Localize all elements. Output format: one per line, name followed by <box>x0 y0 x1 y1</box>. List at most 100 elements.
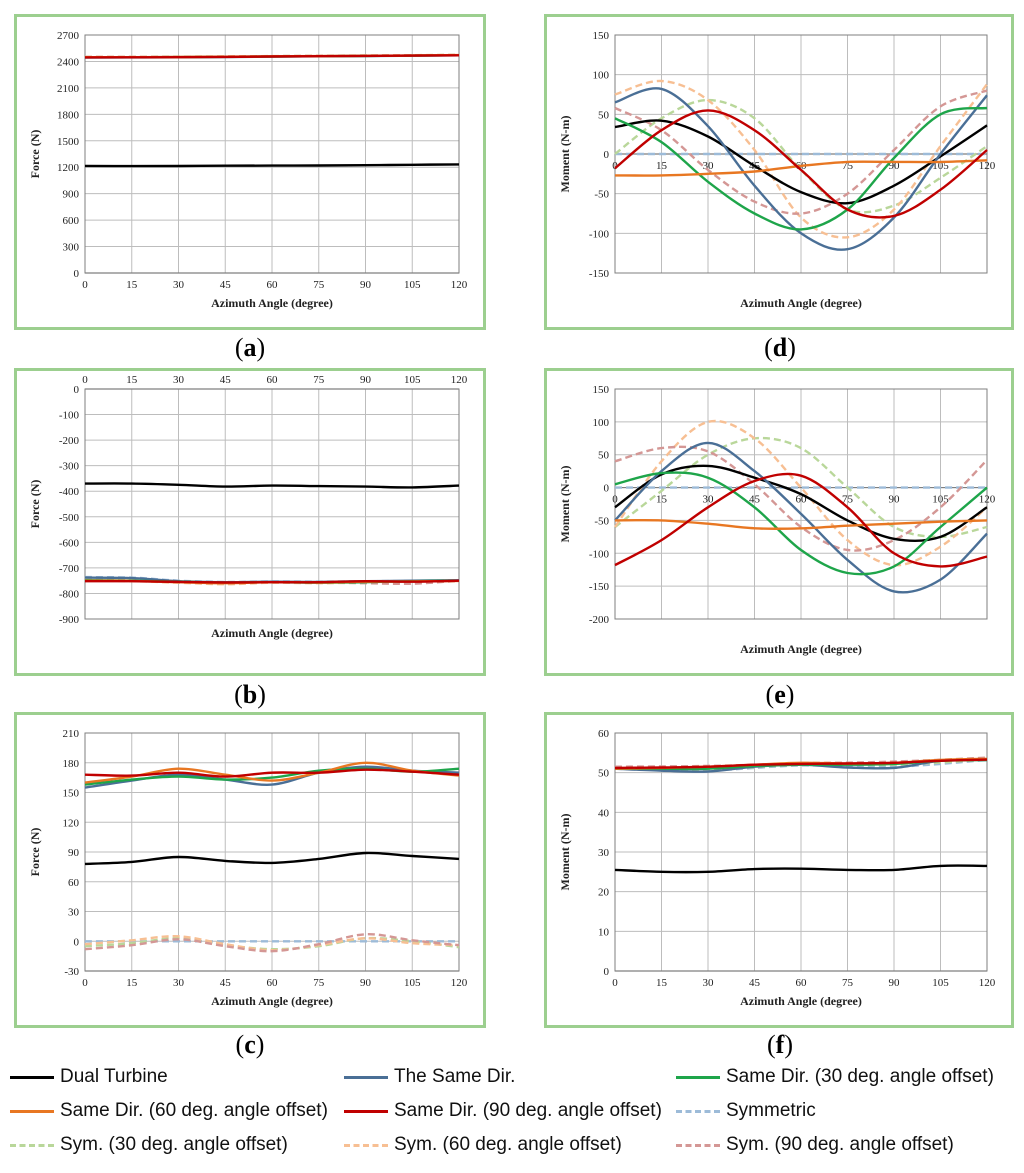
y-tick-label: -700 <box>59 563 80 575</box>
x-tick-label: 0 <box>612 494 618 506</box>
x-tick-label: 0 <box>82 977 88 989</box>
x-tick-label: 60 <box>796 977 808 989</box>
y-tick-label: -300 <box>59 461 80 473</box>
series-line-same-dir-60-deg-angle-offset <box>614 159 988 177</box>
y-axis-label: Force (N) <box>28 130 42 179</box>
x-tick-label: 120 <box>451 279 468 291</box>
y-tick-label: -30 <box>64 966 79 978</box>
y-tick-label: 1200 <box>57 162 80 174</box>
x-tick-label: 30 <box>703 160 715 172</box>
y-tick-label: 1500 <box>57 136 80 148</box>
y-tick-label: -900 <box>59 614 80 626</box>
x-tick-label: 45 <box>220 374 232 386</box>
chart-panel-c: -30 0 30 60 90 120 150 180 210 0 15 30 45 60 75 90 105 12… <box>14 712 486 1028</box>
legend-swatch <box>676 1075 720 1079</box>
x-tick-label: 105 <box>932 977 949 989</box>
x-tick-label: 15 <box>656 494 668 506</box>
series-line-same-dir-90-deg-angle-offset <box>84 54 460 59</box>
legend: Dual Turbine The Same Dir. Same Dir. (30 d… <box>0 1060 1024 1170</box>
chart-b: -900 -800 -700 -600 -500 -400 -300 -200 -100 00 15… <box>28 374 468 640</box>
y-tick-label: 0 <box>604 149 610 161</box>
legend-item-sym-60-deg-angle-offset: Sym. (60 deg. angle offset) <box>344 1128 622 1162</box>
x-tick-label: 30 <box>173 977 185 989</box>
y-tick-label: 50 <box>598 109 610 121</box>
y-tick-label: -100 <box>589 548 610 560</box>
legend-item-sym-30-deg-angle-offset: Sym. (30 deg. angle offset) <box>10 1128 288 1162</box>
series-line-same-dir-90-deg-angle-offset <box>84 768 460 778</box>
x-tick-label: 0 <box>82 374 88 386</box>
y-tick-label: 180 <box>63 758 80 770</box>
y-tick-label: 300 <box>63 242 80 254</box>
x-tick-label: 15 <box>656 977 668 989</box>
y-tick-label: 50 <box>598 768 610 780</box>
x-tick-label: 90 <box>889 494 901 506</box>
legend-swatch <box>676 1143 720 1147</box>
series-line-dual-turbine <box>614 119 988 205</box>
y-tick-label: -500 <box>59 512 80 524</box>
legend-swatch <box>10 1109 54 1113</box>
series-line-sym-30-deg-angle-offset <box>614 98 988 214</box>
chart-panel-b: -900 -800 -700 -600 -500 -400 -300 -200 -100 0 0 15… <box>14 368 486 676</box>
series-line-sym-30-deg-angle-offset <box>614 436 988 539</box>
series-line-sym-90-deg-angle-offset <box>84 933 460 953</box>
series-line-dual-turbine <box>84 851 460 866</box>
chart-panel-a: 0 300 600 900 1200 1500 1800 2100 2400 2700 0 15 30 4… <box>14 14 486 330</box>
caption-a: (a) <box>234 333 266 362</box>
x-tick-label: 120 <box>979 494 996 506</box>
series-line-dual-turbine <box>614 864 988 874</box>
x-tick-label: 90 <box>889 160 901 172</box>
y-tick-label: -50 <box>594 515 609 527</box>
series-line-the-same-dir <box>614 87 988 251</box>
y-tick-label: 2100 <box>57 83 80 95</box>
y-axis-label: Force (N) <box>28 480 42 529</box>
series-line-same-dir-90-deg-angle-offset <box>614 109 988 219</box>
series-line-dual-turbine <box>84 163 460 168</box>
y-tick-label: 90 <box>68 847 80 859</box>
y-tick-label: 60 <box>598 728 610 740</box>
x-tick-label: 0 <box>612 977 618 989</box>
series-line-the-same-dir <box>614 441 988 594</box>
chart-panel-d: -150 -100 -50 0 50 100 150 0 15 30 45 60 75 90 105 120 A… <box>544 14 1014 330</box>
legend-item-symmetric: Symmetric <box>676 1094 816 1128</box>
plot-area <box>614 388 988 620</box>
legend-swatch <box>10 1075 54 1079</box>
series-line-same-dir-90-deg-angle-offset <box>614 758 988 770</box>
x-axis-label: Azimuth Angle (degree) <box>740 642 862 656</box>
x-tick-label: 75 <box>313 374 325 386</box>
x-tick-label: 75 <box>313 279 325 291</box>
y-tick-label: 0 <box>74 936 80 948</box>
series-line-same-dir-90-deg-angle-offset <box>84 579 460 584</box>
legend-label: Sym. (30 deg. angle offset) <box>60 1134 288 1155</box>
y-tick-label: 150 <box>593 30 610 42</box>
legend-swatch <box>344 1143 388 1147</box>
y-tick-label: 100 <box>593 70 610 82</box>
legend-swatch <box>10 1143 54 1147</box>
x-tick-label: 30 <box>703 494 715 506</box>
y-tick-label: 0 <box>74 268 80 280</box>
x-tick-label: 45 <box>749 494 761 506</box>
series-line-sym-60-deg-angle-offset <box>614 79 988 239</box>
x-axis-label: Azimuth Angle (degree) <box>211 296 333 310</box>
caption-c: (c) <box>235 1030 265 1059</box>
x-tick-label: 45 <box>749 977 761 989</box>
chart-panel-e: -200 -150 -100 -50 0 50 100 150 0 15 30 45 60 75 90 105… <box>544 368 1014 676</box>
y-tick-label: -400 <box>59 486 80 498</box>
series-line-same-dir-30-deg-angle-offset <box>614 471 988 576</box>
y-tick-label: -200 <box>589 614 610 626</box>
x-tick-label: 120 <box>451 374 468 386</box>
x-tick-label: 105 <box>404 279 421 291</box>
legend-item-same-dir-30-deg-angle-offset: Same Dir. (30 deg. angle offset) <box>676 1060 994 1094</box>
x-tick-label: 30 <box>703 977 715 989</box>
y-tick-label: -150 <box>589 581 610 593</box>
x-tick-label: 90 <box>360 374 372 386</box>
y-tick-label: 600 <box>63 215 80 227</box>
y-tick-label: 50 <box>598 450 610 462</box>
x-tick-label: 105 <box>932 494 949 506</box>
legend-item-same-dir-90-deg-angle-offset: Same Dir. (90 deg. angle offset) <box>344 1094 662 1128</box>
legend-item-the-same-dir: The Same Dir. <box>344 1060 515 1094</box>
x-tick-label: 45 <box>220 977 232 989</box>
y-tick-label: -150 <box>589 268 610 280</box>
y-tick-label: 2400 <box>57 56 80 68</box>
